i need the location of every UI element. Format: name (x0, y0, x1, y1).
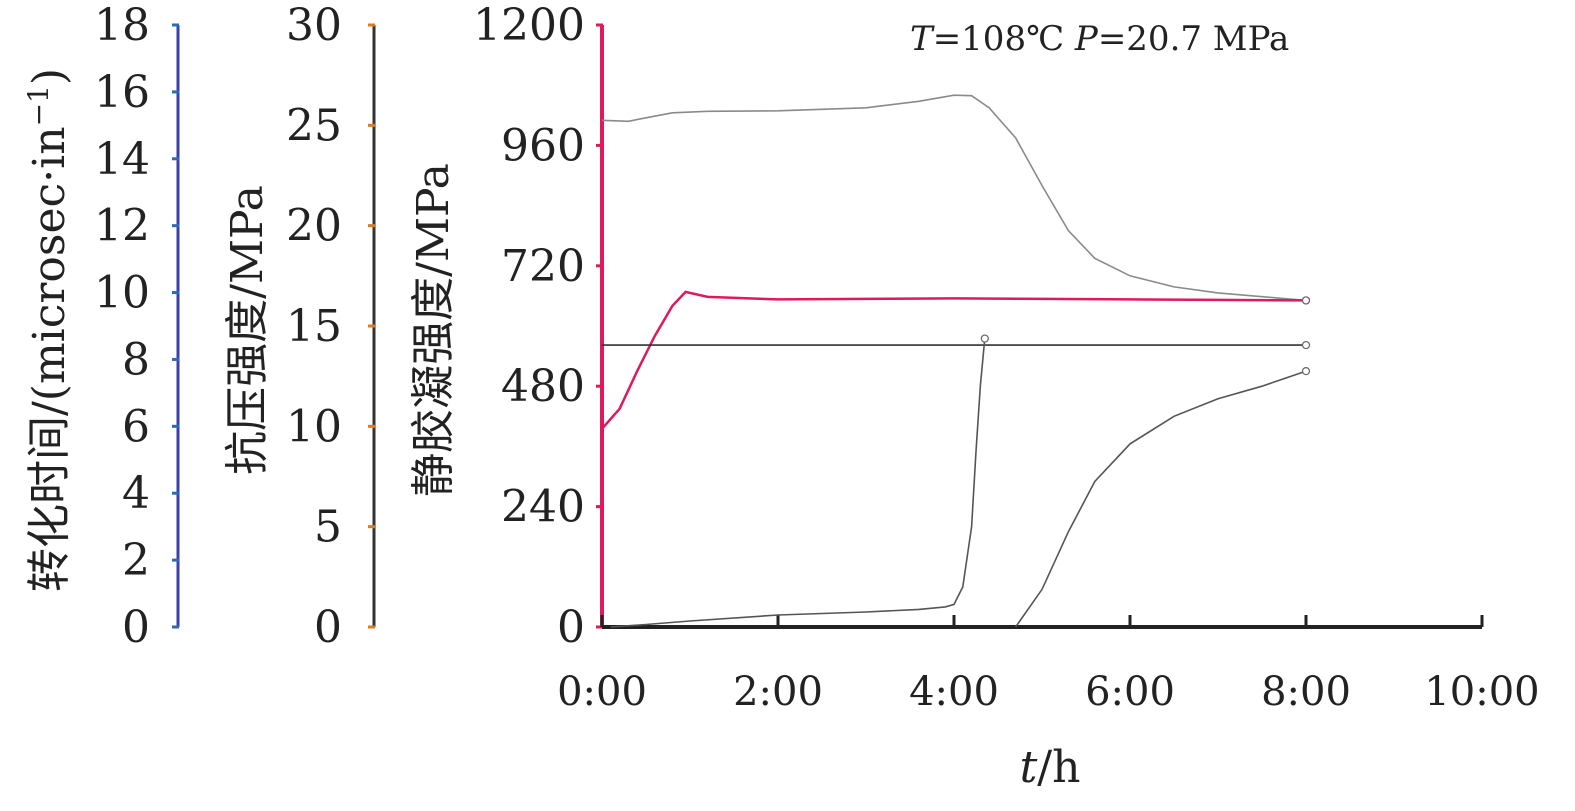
x-axis-title-var: t (1020, 742, 1038, 793)
y-axis-title-transit-time-sup: −1 (22, 85, 55, 126)
y-axis-title-transit-time-close: ) (24, 68, 75, 85)
y-tick-label-sgs: 1200 (473, 0, 585, 51)
x-tick-label: 2:00 (733, 669, 823, 715)
y-tick-label-compressive_strength: 0 (314, 602, 342, 653)
series-line-5 (1014, 370, 1307, 628)
x-tick-label: 6:00 (1085, 669, 1175, 715)
y-axis-title-sgs: 静胶凝强度/MPa (408, 163, 459, 497)
series-line-2 (601, 290, 1307, 430)
annotation-t-var: T (910, 19, 935, 59)
y-tick-label-transit_time: 6 (122, 401, 150, 452)
annotation-p-value: =20.7 MPa (1098, 19, 1289, 59)
series-end-marker-4 (980, 334, 989, 343)
x-tick-label: 4:00 (909, 669, 999, 715)
x-axis-title-unit: /h (1037, 742, 1080, 793)
y-tick-label-transit_time: 4 (122, 468, 150, 519)
y-tick-label-transit_time: 8 (122, 334, 150, 385)
annotation-t-value: =108℃ (933, 19, 1075, 59)
series-end-marker-2 (1301, 296, 1311, 305)
y-tick-label-transit_time: 0 (122, 602, 150, 653)
y-tick-label-transit_time: 12 (94, 201, 150, 252)
x-tick-label: 8:00 (1261, 669, 1351, 715)
y-tick-label-compressive_strength: 25 (286, 100, 342, 151)
x-tick-label: 0:00 (557, 669, 647, 715)
y-tick-label-transit_time: 16 (94, 67, 150, 118)
series-end-marker-5 (1301, 367, 1311, 376)
condition-annotation: T=108℃ P=20.7 MPa (910, 19, 1289, 59)
y-tick-label-compressive_strength: 15 (286, 301, 342, 352)
y-tick-label-sgs: 240 (501, 482, 585, 533)
y-axis-title-transit-time-main: 转化时间/(microsec·in (24, 126, 75, 592)
y-tick-label-compressive_strength: 10 (286, 401, 342, 452)
series-end-marker-3 (1301, 340, 1311, 350)
y-tick-label-transit_time: 2 (122, 535, 150, 586)
plot-series (601, 94, 1311, 628)
y-tick-label-sgs: 0 (557, 602, 585, 653)
x-axis-title: t/h (1020, 742, 1081, 793)
series-line-1 (601, 94, 1307, 302)
y-tick-label-sgs: 480 (501, 361, 585, 412)
y-tick-label-transit_time: 14 (94, 134, 150, 185)
y-axis-title-compressive-strength: 抗压强度/MPa (222, 185, 273, 475)
axes: 0 2 4 6 8 10 12 14 16 18 0 5 10 15 20 25 30 0 240 480 720 960… (94, 0, 1540, 715)
y-tick-label-sgs: 720 (501, 241, 585, 292)
y-axis-title-transit-time: 转化时间/(microsec·in−1) (22, 68, 75, 592)
y-tick-label-compressive_strength: 30 (286, 0, 342, 51)
y-tick-label-transit_time: 10 (94, 268, 150, 319)
y-tick-label-compressive_strength: 5 (314, 502, 342, 553)
annotation-p-var: P (1074, 19, 1099, 59)
x-tick-label: 10:00 (1424, 669, 1539, 715)
series-line-4 (610, 338, 986, 628)
y-tick-label-compressive_strength: 20 (286, 201, 342, 252)
y-tick-label-sgs: 960 (501, 120, 585, 171)
y-tick-label-transit_time: 18 (94, 0, 150, 51)
